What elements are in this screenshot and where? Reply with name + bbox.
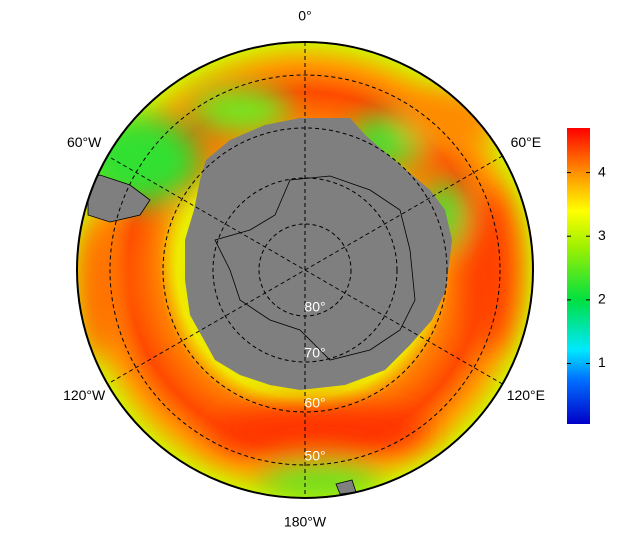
coastline <box>214 175 416 361</box>
parallel <box>109 74 501 466</box>
lon-label: 120°E <box>507 387 545 403</box>
lon-label: 60°W <box>67 134 102 150</box>
parallel <box>162 127 448 413</box>
parallel <box>212 177 398 363</box>
colorbar-tick-label: 4 <box>598 163 606 179</box>
meridian <box>107 155 503 385</box>
lat-label: 80° <box>304 299 325 315</box>
colorbar-tick-label: 3 <box>598 227 606 243</box>
graticule <box>107 42 503 498</box>
land-south-america <box>87 174 151 223</box>
lon-label: 0° <box>298 8 311 24</box>
colorbar-tick-label: 1 <box>598 354 606 370</box>
lon-label: 120°W <box>63 387 106 403</box>
colorbar <box>567 128 590 424</box>
colorbar-tick-label: 2 <box>598 291 606 307</box>
parallel <box>258 223 352 317</box>
map-border <box>76 41 534 499</box>
lon-label: 180°W <box>284 514 327 530</box>
lat-label: 60° <box>304 395 325 411</box>
lat-label: 50° <box>304 448 325 464</box>
lon-label: 60°E <box>511 134 542 150</box>
land-antarctica <box>185 118 452 390</box>
lat-label: 70° <box>304 345 325 361</box>
